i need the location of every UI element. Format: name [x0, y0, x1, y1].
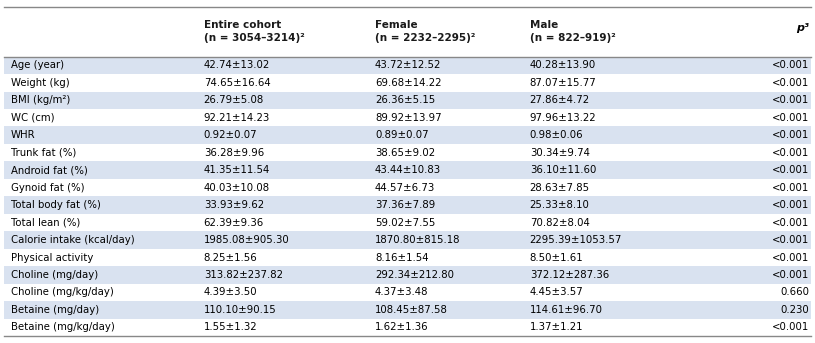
Text: Entire cohort
(n = 3054–3214)²: Entire cohort (n = 3054–3214)²	[204, 20, 305, 43]
Text: 8.25±1.56: 8.25±1.56	[204, 252, 258, 262]
Text: 74.65±16.64: 74.65±16.64	[204, 78, 271, 88]
Text: 1870.80±815.18: 1870.80±815.18	[375, 235, 460, 245]
Text: <0.001: <0.001	[772, 182, 809, 193]
Text: 44.57±6.73: 44.57±6.73	[375, 182, 435, 193]
Text: 1.62±1.36: 1.62±1.36	[375, 322, 429, 332]
Text: <0.001: <0.001	[772, 165, 809, 175]
Text: 0.98±0.06: 0.98±0.06	[530, 130, 584, 140]
Text: 114.61±96.70: 114.61±96.70	[530, 305, 603, 315]
Text: 0.660: 0.660	[780, 287, 809, 297]
Bar	[4, 162, 811, 179]
Bar	[4, 196, 811, 214]
Text: Choline (mg/day): Choline (mg/day)	[11, 270, 98, 280]
Text: 1985.08±905.30: 1985.08±905.30	[204, 235, 289, 245]
Text: Female
(n = 2232–2295)²: Female (n = 2232–2295)²	[375, 20, 475, 43]
Text: Total body fat (%): Total body fat (%)	[11, 200, 100, 210]
Text: 8.16±1.54: 8.16±1.54	[375, 252, 429, 262]
Text: <0.001: <0.001	[772, 217, 809, 227]
Text: <0.001: <0.001	[772, 113, 809, 123]
Text: 92.21±14.23: 92.21±14.23	[204, 113, 270, 123]
Text: Total lean (%): Total lean (%)	[11, 217, 80, 227]
Text: 69.68±14.22: 69.68±14.22	[375, 78, 442, 88]
Text: <0.001: <0.001	[772, 78, 809, 88]
Text: 108.45±87.58: 108.45±87.58	[375, 305, 447, 315]
Text: 1.55±1.32: 1.55±1.32	[204, 322, 258, 332]
Text: 110.10±90.15: 110.10±90.15	[204, 305, 276, 315]
Text: 41.35±11.54: 41.35±11.54	[204, 165, 270, 175]
Bar	[4, 127, 811, 144]
Text: Android fat (%): Android fat (%)	[11, 165, 87, 175]
Text: 4.39±3.50: 4.39±3.50	[204, 287, 258, 297]
Text: Betaine (mg/kg/day): Betaine (mg/kg/day)	[11, 322, 114, 332]
Bar	[4, 266, 811, 284]
Text: 26.36±5.15: 26.36±5.15	[375, 95, 435, 105]
Text: <0.001: <0.001	[772, 95, 809, 105]
Text: 33.93±9.62: 33.93±9.62	[204, 200, 264, 210]
Text: 43.72±12.52: 43.72±12.52	[375, 60, 441, 70]
Text: 87.07±15.77: 87.07±15.77	[530, 78, 597, 88]
Text: 62.39±9.36: 62.39±9.36	[204, 217, 264, 227]
Text: <0.001: <0.001	[772, 270, 809, 280]
Text: 37.36±7.89: 37.36±7.89	[375, 200, 435, 210]
Text: Physical activity: Physical activity	[11, 252, 93, 262]
Bar	[4, 231, 811, 249]
Text: <0.001: <0.001	[772, 130, 809, 140]
Text: 36.10±11.60: 36.10±11.60	[530, 165, 596, 175]
Text: 0.92±0.07: 0.92±0.07	[204, 130, 258, 140]
Text: 4.45±3.57: 4.45±3.57	[530, 287, 584, 297]
Text: 43.44±10.83: 43.44±10.83	[375, 165, 441, 175]
Text: 40.03±10.08: 40.03±10.08	[204, 182, 270, 193]
Text: BMI (kg/m²): BMI (kg/m²)	[11, 95, 70, 105]
Text: 26.79±5.08: 26.79±5.08	[204, 95, 264, 105]
Text: Gynoid fat (%): Gynoid fat (%)	[11, 182, 84, 193]
Text: 42.74±13.02: 42.74±13.02	[204, 60, 270, 70]
Text: 97.96±13.22: 97.96±13.22	[530, 113, 597, 123]
Text: 28.63±7.85: 28.63±7.85	[530, 182, 590, 193]
Text: Trunk fat (%): Trunk fat (%)	[11, 148, 76, 158]
Text: 0.230: 0.230	[781, 305, 809, 315]
Text: 313.82±237.82: 313.82±237.82	[204, 270, 283, 280]
Text: 8.50±1.61: 8.50±1.61	[530, 252, 584, 262]
Text: 30.34±9.74: 30.34±9.74	[530, 148, 590, 158]
Text: Choline (mg/kg/day): Choline (mg/kg/day)	[11, 287, 113, 297]
Text: Age (year): Age (year)	[11, 60, 64, 70]
Text: <0.001: <0.001	[772, 148, 809, 158]
Text: 372.12±287.36: 372.12±287.36	[530, 270, 609, 280]
Text: <0.001: <0.001	[772, 252, 809, 262]
Text: Betaine (mg/day): Betaine (mg/day)	[11, 305, 99, 315]
Text: 25.33±8.10: 25.33±8.10	[530, 200, 589, 210]
Text: 38.65±9.02: 38.65±9.02	[375, 148, 435, 158]
Text: 40.28±13.90: 40.28±13.90	[530, 60, 596, 70]
Text: 2295.39±1053.57: 2295.39±1053.57	[530, 235, 622, 245]
Text: <0.001: <0.001	[772, 60, 809, 70]
Text: <0.001: <0.001	[772, 200, 809, 210]
Text: 0.89±0.07: 0.89±0.07	[375, 130, 429, 140]
Bar	[4, 92, 811, 109]
Text: Male
(n = 822–919)²: Male (n = 822–919)²	[530, 20, 615, 43]
Text: <0.001: <0.001	[772, 235, 809, 245]
Text: p³: p³	[796, 23, 809, 33]
Text: 59.02±7.55: 59.02±7.55	[375, 217, 435, 227]
Text: Weight (kg): Weight (kg)	[11, 78, 69, 88]
Text: 70.82±8.04: 70.82±8.04	[530, 217, 589, 227]
Text: 36.28±9.96: 36.28±9.96	[204, 148, 264, 158]
Bar	[4, 57, 811, 74]
Text: 4.37±3.48: 4.37±3.48	[375, 287, 429, 297]
Text: WC (cm): WC (cm)	[11, 113, 55, 123]
Text: 292.34±212.80: 292.34±212.80	[375, 270, 454, 280]
Text: 1.37±1.21: 1.37±1.21	[530, 322, 584, 332]
Text: Calorie intake (kcal/day): Calorie intake (kcal/day)	[11, 235, 134, 245]
Bar	[4, 301, 811, 319]
Text: 27.86±4.72: 27.86±4.72	[530, 95, 590, 105]
Text: 89.92±13.97: 89.92±13.97	[375, 113, 442, 123]
Text: WHR: WHR	[11, 130, 35, 140]
Text: <0.001: <0.001	[772, 322, 809, 332]
